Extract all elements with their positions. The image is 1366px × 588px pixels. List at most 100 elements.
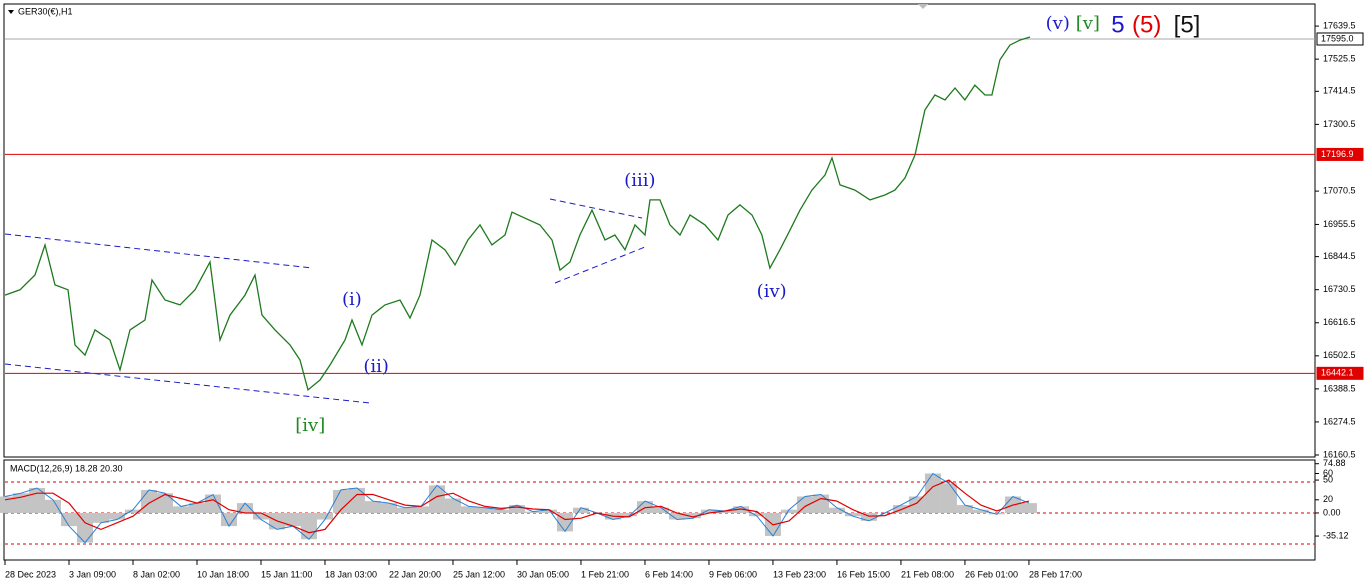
macd-bar [412, 506, 429, 513]
y-tick-label: 74.88 [1323, 458, 1346, 468]
y-tick-label: 16274.5 [1323, 416, 1356, 426]
price-label-box [1316, 147, 1364, 161]
y-tick-label: 16616.5 [1323, 317, 1356, 327]
wave-label: [v] [1076, 13, 1100, 34]
macd-bar [636, 501, 653, 513]
macd-bar [124, 509, 141, 513]
wave-label: (i) [342, 289, 362, 310]
triangle-lower [554, 246, 646, 284]
channel-lower [4, 363, 371, 404]
y-tick-label: 50 [1323, 474, 1333, 484]
macd-bar [1020, 503, 1037, 513]
wave-label: (v) [1046, 13, 1070, 34]
x-tick-label: 6 Feb 14:00 [645, 569, 693, 579]
macd-bar [220, 512, 237, 527]
macd-bar [172, 506, 189, 513]
macd-title: MACD(12,26,9) 18.28 20.30 [10, 463, 123, 473]
x-tick-label: 15 Jan 11:00 [261, 569, 312, 579]
price-label: 17595.0 [1321, 33, 1354, 43]
macd-bar [684, 512, 701, 519]
x-tick-label: 22 Jan 20:00 [389, 569, 441, 579]
x-tick-label: 9 Feb 06:00 [709, 569, 757, 579]
macd-bar [892, 505, 909, 513]
price-pane [3, 3, 1316, 458]
macd-bar [364, 501, 381, 513]
macd-bar [524, 511, 541, 513]
macd-bar [252, 512, 269, 520]
x-tick-label: 10 Jan 18:00 [197, 569, 249, 579]
x-tick-label: 28 Feb 17:00 [1029, 569, 1082, 579]
menu-icon[interactable] [8, 10, 14, 14]
y-tick-label: 16955.5 [1323, 219, 1356, 229]
macd-bar [732, 506, 749, 513]
trend-lines [4, 198, 646, 404]
macd-bar [332, 489, 349, 513]
macd-bar [0, 496, 13, 513]
macd-bar [940, 483, 957, 513]
macd-bar [844, 512, 861, 517]
wave-label: [iv] [295, 415, 325, 436]
macd-bar [60, 512, 77, 527]
macd-bar [652, 507, 669, 513]
macd-bar [380, 503, 397, 513]
macd-bar [92, 512, 109, 523]
wave-label: (iv) [757, 281, 787, 302]
y-tick-label: 17300.5 [1323, 119, 1356, 129]
price-label-box [1316, 32, 1364, 46]
x-tick-label: 13 Feb 23:00 [773, 569, 826, 579]
macd-bar [44, 499, 61, 513]
macd-bar [812, 494, 829, 513]
price-label: 16442.1 [1321, 368, 1354, 378]
macd-bar [476, 507, 493, 513]
macd-bar [428, 485, 445, 513]
macd-bar [156, 493, 173, 513]
macd-bar [924, 473, 941, 513]
macd-bar [236, 503, 253, 513]
macd-bar [956, 505, 973, 513]
chart-title: GER30(€),H1 [18, 6, 73, 16]
x-tick-label: 18 Jan 03:00 [325, 569, 377, 579]
price-label-box [1316, 366, 1364, 380]
macd-bar [76, 512, 93, 543]
x-tick-label: 25 Jan 12:00 [453, 569, 505, 579]
macd-bar [796, 496, 813, 513]
macd-bar [668, 512, 685, 520]
x-tick-label: 21 Feb 08:00 [901, 569, 954, 579]
macd-bar [620, 512, 637, 517]
y-tick-label: 17525.5 [1323, 54, 1356, 64]
y-tick-label: 16502.5 [1323, 350, 1356, 360]
price-label: 17196.9 [1321, 149, 1354, 159]
triangle-upper [549, 198, 643, 219]
y-tick-label: -35.12 [1323, 530, 1349, 540]
price-line [4, 36, 1031, 392]
wave-label: (ii) [363, 356, 389, 377]
wave-label: (5) [1132, 11, 1161, 38]
macd-bar [748, 512, 765, 517]
y-tick-label: 16730.5 [1323, 284, 1356, 294]
macd-bar [188, 503, 205, 513]
y-tick-label: 16388.5 [1323, 383, 1356, 393]
macd-bar [140, 489, 157, 513]
macd-line [4, 472, 1030, 544]
macd-levels [5, 481, 1315, 545]
macd-bar [460, 506, 477, 513]
y-tick-label: 17070.5 [1323, 185, 1356, 195]
macd-bar [396, 507, 413, 513]
macd-bar [108, 512, 125, 520]
x-tick-label: 1 Feb 21:00 [581, 569, 629, 579]
scroll-marker[interactable] [918, 4, 928, 9]
x-tick-label: 26 Feb 01:00 [965, 569, 1018, 579]
y-tick-label: 17639.5 [1323, 20, 1356, 30]
macd-bar [492, 509, 509, 513]
macd-bar [972, 509, 989, 513]
macd-bar [284, 512, 301, 527]
y-tick-label: 0.00 [1323, 507, 1341, 517]
x-tick-label: 8 Jan 02:00 [133, 569, 180, 579]
macd-bar [828, 507, 845, 513]
channel-upper [4, 233, 313, 269]
y-tick-label: 17414.5 [1323, 86, 1356, 96]
macd-bar [508, 505, 525, 513]
macd-bar [444, 498, 461, 513]
macd-bar [316, 512, 333, 520]
